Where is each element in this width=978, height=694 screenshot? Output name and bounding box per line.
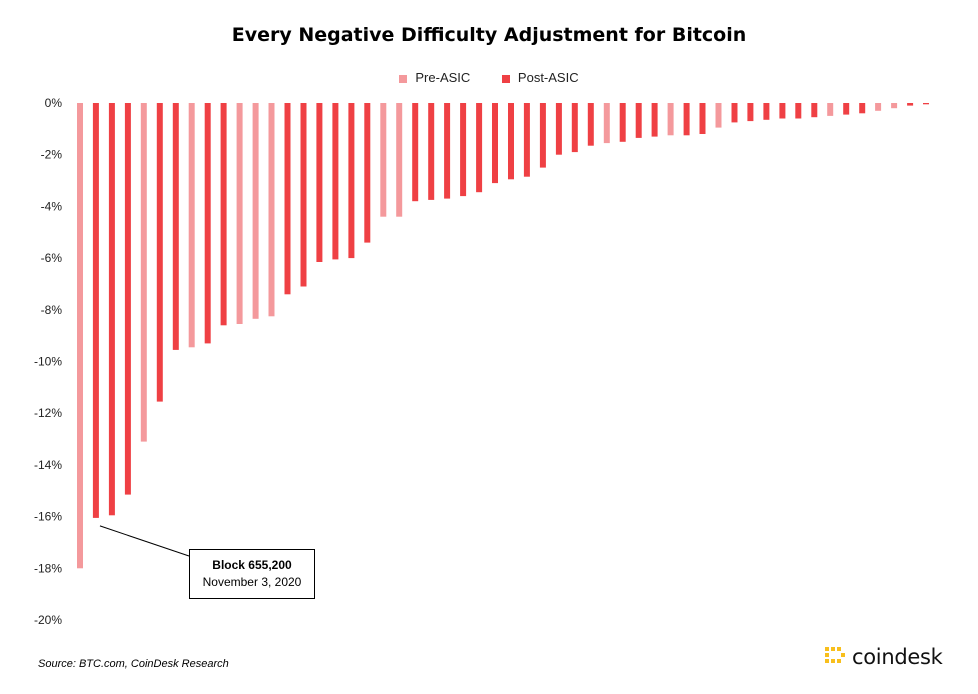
bar <box>795 103 802 119</box>
coindesk-logo-icon <box>825 647 845 663</box>
bar <box>124 103 131 495</box>
annotation-subtitle: November 3, 2020 <box>202 575 302 589</box>
chart-title: Every Negative Difficulty Adjustment for… <box>231 24 747 46</box>
legend-swatch-pre-asic <box>399 74 408 83</box>
bar <box>667 103 674 136</box>
bar <box>188 103 195 348</box>
legend: Pre-ASIC Post-ASIC <box>0 70 978 85</box>
coindesk-logo: coindesk <box>824 645 943 669</box>
y-tick-label: -6% <box>41 251 63 265</box>
annotation-title: Block 655,200 <box>212 558 292 572</box>
bar <box>859 103 866 114</box>
bar <box>603 103 610 144</box>
bar <box>172 103 179 350</box>
y-tick-label: -14% <box>34 458 62 472</box>
bar <box>523 103 530 177</box>
y-tick-label: -16% <box>34 510 62 524</box>
bar <box>907 103 914 106</box>
bar <box>571 103 578 153</box>
bar <box>364 103 371 243</box>
bar <box>444 103 451 199</box>
bar <box>156 103 163 402</box>
bar <box>236 103 243 324</box>
bar <box>875 103 882 111</box>
bar <box>396 103 403 217</box>
bar <box>747 103 754 122</box>
brand-name: coindesk <box>852 645 943 669</box>
bar <box>348 103 355 259</box>
bar <box>332 103 339 260</box>
bar <box>555 103 562 155</box>
bar <box>508 103 514 180</box>
legend-item-post-asic: Post-ASIC <box>501 70 579 85</box>
bar <box>492 103 498 184</box>
bar <box>412 103 419 202</box>
bar <box>923 103 929 105</box>
bar <box>204 103 211 344</box>
bar <box>811 103 818 118</box>
bar <box>284 103 291 295</box>
y-tick-label: -12% <box>34 406 62 420</box>
legend-label-post-asic: Post-ASIC <box>517 70 579 85</box>
y-tick-label: -20% <box>34 613 62 627</box>
y-tick-label: 0% <box>45 96 63 110</box>
bar <box>731 103 738 123</box>
bar <box>619 103 626 142</box>
legend-swatch-post-asic <box>501 74 510 83</box>
bar <box>220 103 227 326</box>
bar <box>763 103 770 120</box>
y-tick-label: -4% <box>41 199 63 213</box>
bar <box>635 103 642 138</box>
y-tick-label: -2% <box>41 148 63 162</box>
bar <box>252 103 259 319</box>
annotation-callout: Block 655,200 November 3, 2020 <box>189 549 315 599</box>
bar <box>268 103 275 317</box>
bar <box>460 103 467 197</box>
bar <box>108 103 115 516</box>
bar <box>476 103 483 193</box>
bar <box>380 103 387 217</box>
legend-item-pre-asic: Pre-ASIC <box>399 70 470 85</box>
bar <box>428 103 435 200</box>
bar <box>891 103 898 109</box>
bar <box>699 103 706 134</box>
bar <box>587 103 594 146</box>
bar <box>715 103 722 128</box>
bar <box>77 103 83 569</box>
annotation-leader-line <box>99 525 190 557</box>
y-tick-label: -10% <box>34 355 62 369</box>
y-tick-label: -18% <box>34 561 62 575</box>
bar <box>779 103 786 119</box>
source-note: Source: BTC.com, CoinDesk Research <box>38 658 229 670</box>
bar <box>843 103 850 115</box>
bar <box>140 103 147 442</box>
bar <box>539 103 546 168</box>
bar <box>92 103 99 518</box>
bar <box>683 103 690 136</box>
legend-label-pre-asic: Pre-ASIC <box>415 70 471 85</box>
bar <box>300 103 307 287</box>
bar <box>651 103 658 137</box>
y-tick-label: -8% <box>41 303 63 317</box>
bar <box>316 103 323 262</box>
bar <box>827 103 834 116</box>
